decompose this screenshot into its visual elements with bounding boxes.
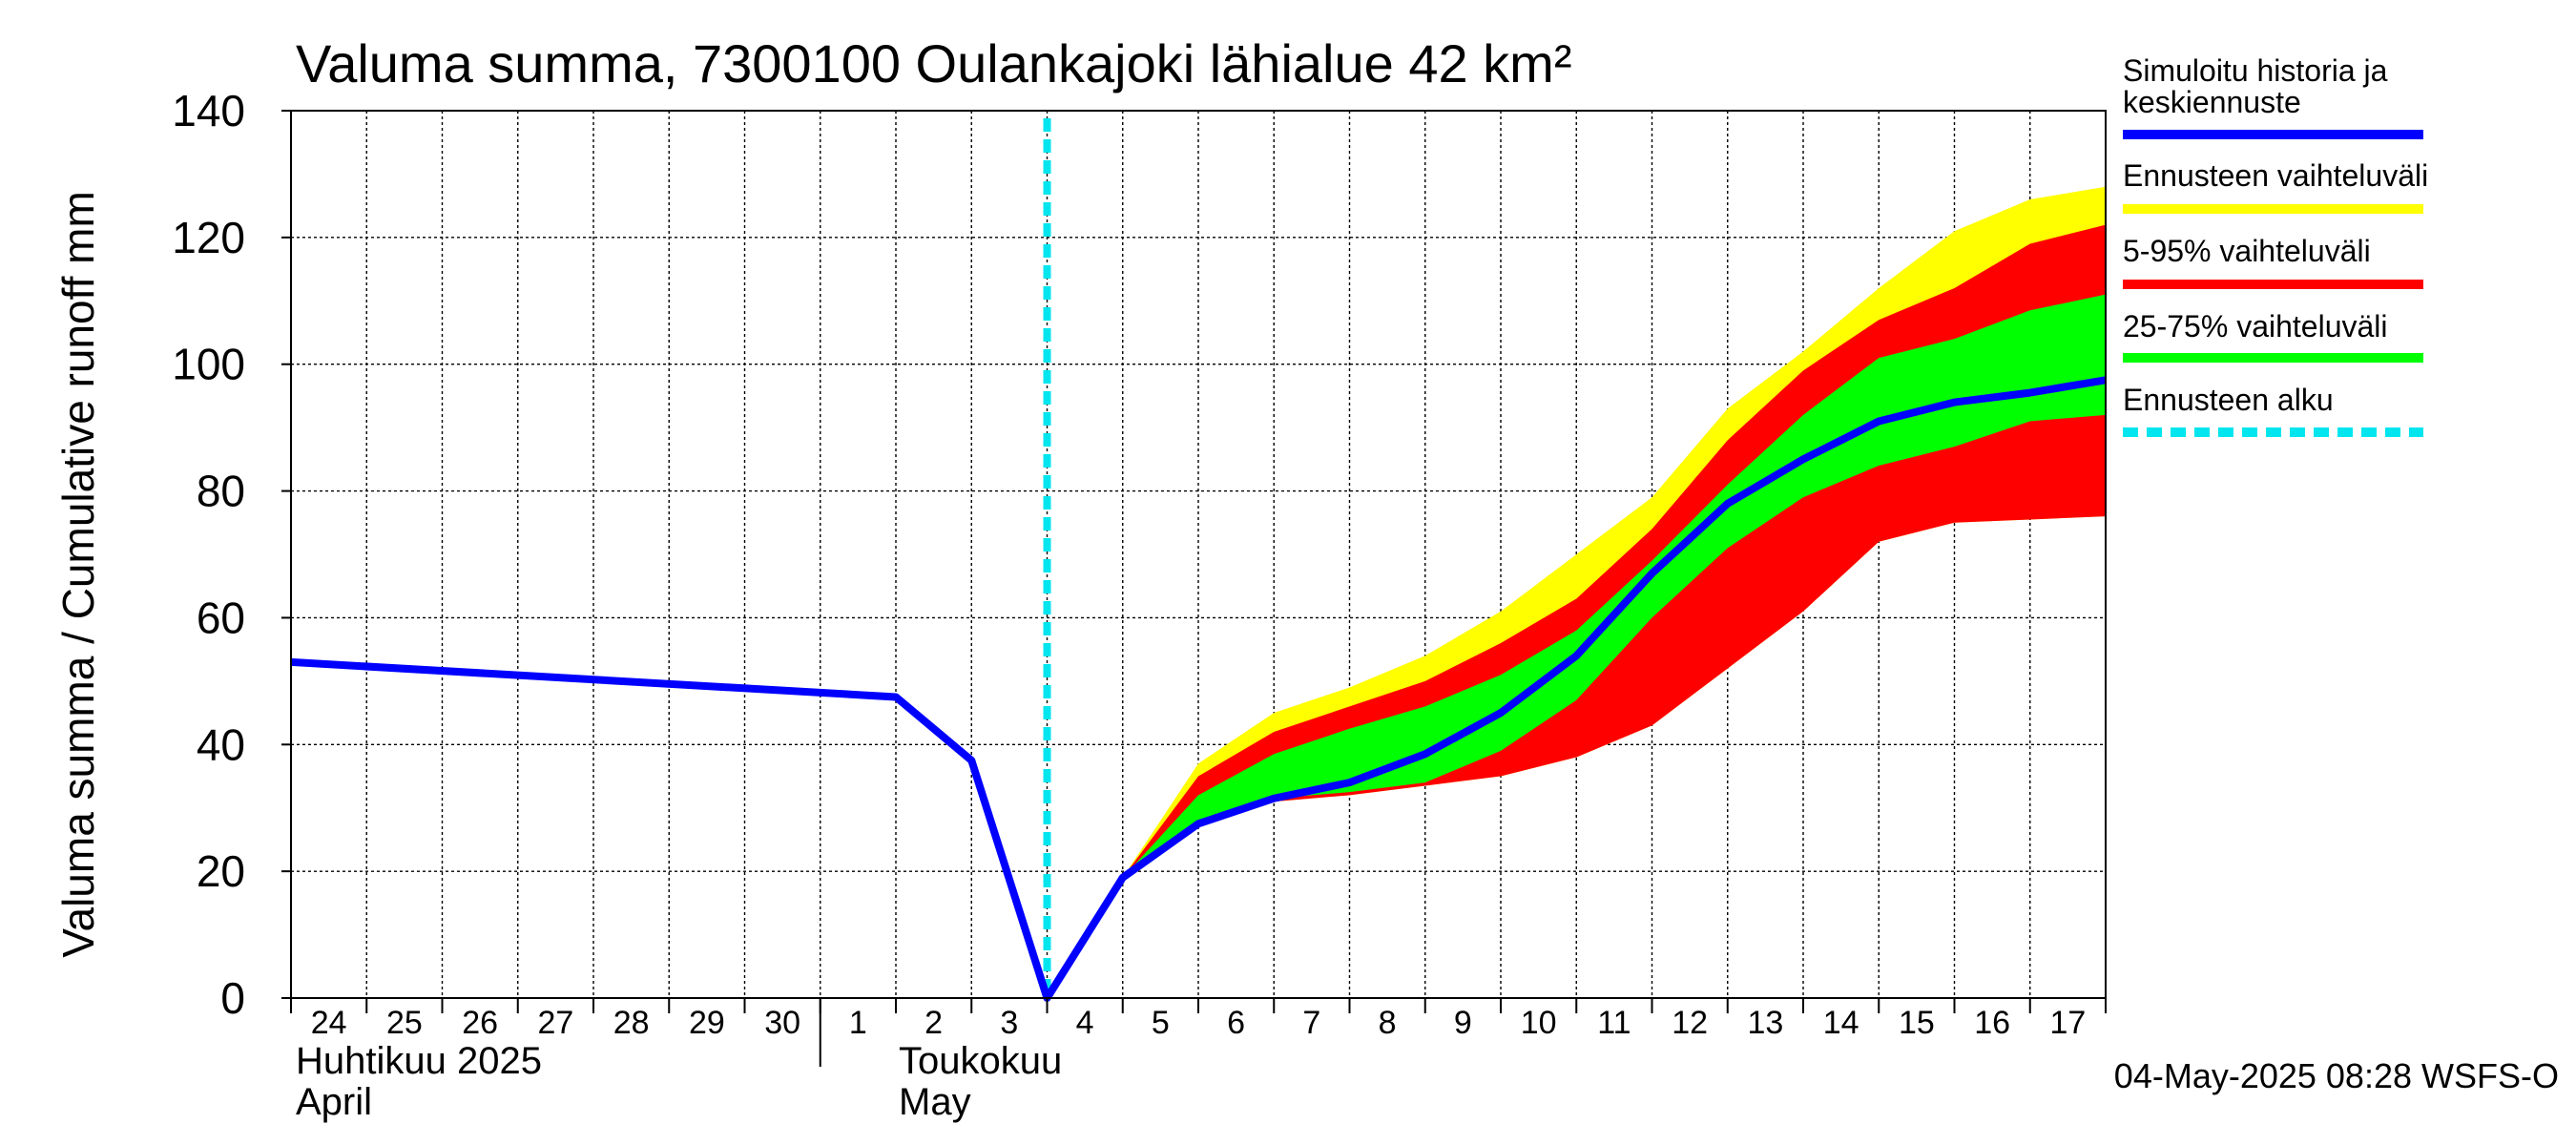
legend-historia-label: Simuloitu historia ja — [2123, 53, 2388, 88]
legend-5-95-label: 5-95% vaihteluväli — [2123, 234, 2371, 268]
y-tick-label: 120 — [172, 213, 245, 262]
legend-historia-label: keskiennuste — [2123, 85, 2301, 119]
x-tick-label: 17 — [2049, 1005, 2086, 1041]
y-tick-label: 80 — [197, 467, 245, 516]
y-tick-label: 0 — [220, 973, 245, 1023]
x-tick-label: 4 — [1076, 1005, 1094, 1041]
x-tick-label: 3 — [1000, 1005, 1018, 1041]
month-label-en: April — [296, 1081, 372, 1123]
y-tick-label: 40 — [197, 719, 245, 769]
x-tick-label: 16 — [1974, 1005, 2010, 1041]
x-tick-label: 5 — [1152, 1005, 1170, 1041]
x-tick-label: 28 — [613, 1005, 650, 1041]
legend-25-75-label: 25-75% vaihteluväli — [2123, 309, 2388, 344]
x-tick-label: 30 — [764, 1005, 800, 1041]
legend-vaihteluvali-label: Ennusteen vaihteluväli — [2123, 158, 2428, 193]
x-tick-label: 2 — [924, 1005, 943, 1041]
x-tick-label: 1 — [849, 1005, 867, 1041]
x-tick-label: 25 — [386, 1005, 423, 1041]
y-tick-label: 100 — [172, 340, 245, 389]
x-tick-label: 14 — [1823, 1005, 1859, 1041]
x-tick-label: 7 — [1302, 1005, 1320, 1041]
x-tick-label: 24 — [311, 1005, 347, 1041]
x-tick-label: 10 — [1521, 1005, 1557, 1041]
y-tick-label: 60 — [197, 593, 245, 642]
month-label-fi: Toukokuu — [899, 1040, 1062, 1082]
series-line-median — [290, 376, 2107, 1002]
footer-timestamp: 04-May-2025 08:28 WSFS-O — [2114, 1056, 2559, 1095]
grid — [291, 110, 2106, 998]
forecast-bands — [1122, 186, 2106, 878]
y-axis-label: Valuma summa / Cumulative runoff mm — [53, 191, 103, 958]
x-tick-label: 13 — [1747, 1005, 1783, 1041]
band-25-75 — [1122, 294, 2106, 878]
month-label-fi: Huhtikuu 2025 — [296, 1040, 542, 1082]
x-tick-label: 27 — [537, 1005, 573, 1041]
x-tick-label: 29 — [689, 1005, 725, 1041]
x-tick-label: 6 — [1227, 1005, 1245, 1041]
y-tick-label: 140 — [172, 86, 245, 135]
chart-title: Valuma summa, 7300100 Oulankajoki lähial… — [296, 33, 1571, 94]
y-tick-label: 20 — [197, 846, 245, 896]
series-lines — [290, 118, 2107, 1002]
month-label-en: May — [899, 1081, 971, 1123]
x-tick-label: 15 — [1899, 1005, 1935, 1041]
legend-ennusteen-alku-label: Ennusteen alku — [2123, 383, 2334, 417]
x-tick-label: 12 — [1672, 1005, 1708, 1041]
x-tick-label: 8 — [1379, 1005, 1397, 1041]
x-tick-label: 9 — [1454, 1005, 1472, 1041]
x-tick-label: 26 — [462, 1005, 498, 1041]
x-tick-label: 11 — [1597, 1005, 1631, 1041]
